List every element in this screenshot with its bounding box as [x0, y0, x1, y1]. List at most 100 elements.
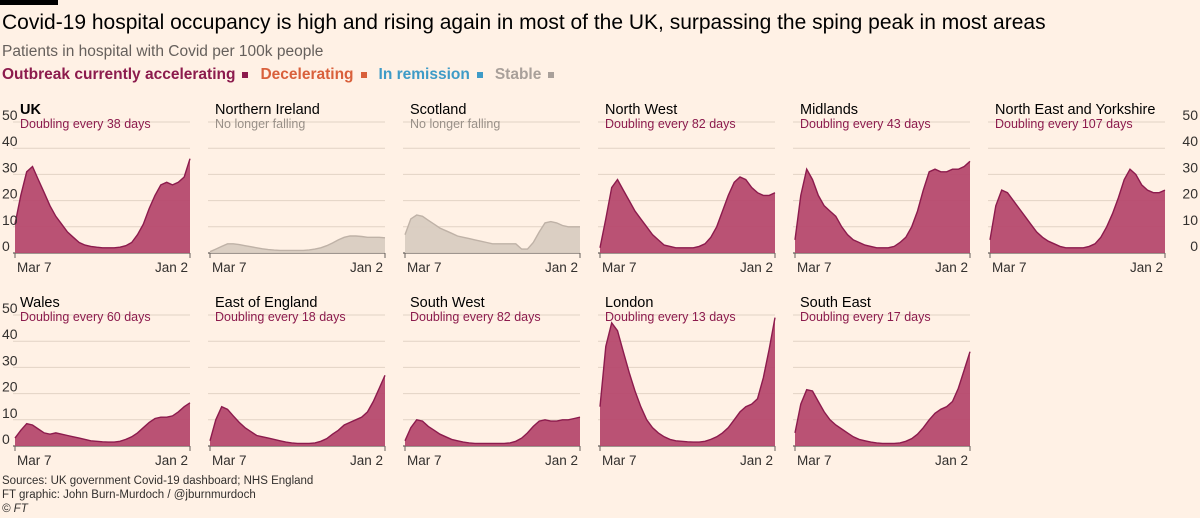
series-area [600, 177, 775, 253]
chart-title: Covid-19 hospital occupancy is high and … [2, 11, 1046, 34]
x-tick-label: Mar 7 [602, 260, 637, 275]
y-tick-label: 0 [2, 238, 10, 254]
series-line [599, 317, 776, 443]
copyright-note: © FT [2, 503, 28, 515]
legend-label: In remission [378, 66, 470, 83]
x-tick-label: Mar 7 [17, 453, 52, 468]
y-tick-label: 50 [2, 107, 18, 123]
series-area [990, 169, 1165, 253]
x-tick-label: Mar 7 [407, 453, 442, 468]
legend-label: Decelerating [260, 66, 354, 83]
x-tick-label: Mar 7 [17, 260, 52, 275]
panel-title: South East [800, 295, 871, 311]
series-area [15, 402, 190, 446]
panel-note: No longer falling [410, 117, 500, 131]
panel-title: London [605, 295, 653, 311]
x-tick-label: Mar 7 [992, 260, 1027, 275]
y-tick-label: 20 [1182, 186, 1198, 202]
legend-item-accelerating: Outbreak currently accelerating [2, 66, 249, 84]
panel-title: UK [20, 102, 41, 118]
legend-label: Stable [494, 66, 542, 83]
series-line [209, 375, 386, 445]
x-tick-label: Jan 2 [350, 453, 383, 468]
y-tick-label: 20 [2, 186, 18, 202]
ft-brand-bar [0, 0, 58, 5]
y-tick-label: 30 [1182, 159, 1198, 175]
series-area [210, 236, 385, 253]
panel-title: North East and Yorkshire [995, 102, 1155, 118]
series-area [600, 317, 775, 446]
x-tick-label: Mar 7 [797, 453, 832, 468]
panel-note: No longer falling [215, 117, 305, 131]
series-line [794, 351, 971, 445]
series-line [989, 168, 1166, 249]
panel-title: Midlands [800, 102, 858, 118]
x-tick-label: Mar 7 [797, 260, 832, 275]
panel-title: East of England [215, 295, 317, 311]
panel-title: Northern Ireland [215, 102, 320, 118]
legend-label: Outbreak currently accelerating [2, 66, 236, 83]
panel-title: Scotland [410, 102, 466, 118]
y-tick-label: 50 [1182, 107, 1198, 123]
legend: Outbreak currently accelerating Decelera… [2, 66, 566, 84]
series-area [405, 215, 580, 253]
panel-note: Doubling every 107 days [995, 117, 1133, 131]
series-line [404, 214, 580, 250]
series-line [599, 176, 776, 249]
x-tick-label: Mar 7 [212, 453, 247, 468]
legend-swatch [476, 72, 483, 78]
y-tick-label: 30 [2, 352, 18, 368]
chart-subtitle: Patients in hospital with Covid per 100k… [2, 43, 324, 60]
y-tick-label: 40 [1182, 133, 1198, 149]
x-tick-label: Jan 2 [545, 260, 578, 275]
x-tick-label: Jan 2 [155, 260, 188, 275]
series-area [795, 161, 970, 253]
source-note: Sources: UK government Covid-19 dashboar… [2, 475, 314, 487]
y-tick-label: 10 [1182, 212, 1198, 228]
panel-note: Doubling every 18 days [215, 310, 346, 324]
panel-note: Doubling every 43 days [800, 117, 931, 131]
panel-note: Doubling every 82 days [410, 310, 541, 324]
legend-item-in-remission: In remission [379, 66, 483, 84]
footer: Sources: UK government Covid-19 dashboar… [2, 474, 313, 516]
series-line [14, 402, 191, 443]
x-tick-label: Jan 2 [935, 453, 968, 468]
series-line [14, 158, 191, 249]
series-line [209, 235, 386, 253]
legend-item-stable: Stable [495, 66, 555, 84]
panel-note: Doubling every 38 days [20, 117, 151, 131]
credit-note: FT graphic: John Burn-Murdoch / @jburnmu… [2, 489, 256, 501]
x-tick-label: Jan 2 [740, 260, 773, 275]
panel-title: Wales [20, 295, 60, 311]
panel-note: Doubling every 60 days [20, 310, 151, 324]
legend-swatch [242, 72, 249, 78]
y-tick-label: 40 [2, 133, 18, 149]
y-tick-label: 40 [2, 326, 18, 342]
legend-swatch [360, 72, 367, 78]
series-area [210, 375, 385, 446]
legend-item-decelerating: Decelerating [260, 66, 367, 84]
legend-swatch [548, 72, 555, 78]
panel-title: South West [410, 295, 485, 311]
y-tick-label: 10 [2, 405, 18, 421]
series-area [15, 158, 190, 253]
y-tick-label: 10 [2, 212, 18, 228]
x-tick-label: Jan 2 [155, 453, 188, 468]
x-tick-label: Jan 2 [740, 453, 773, 468]
panel-north-east-and-yorkshire: Mar 7 Jan 2 North East and YorkshireDoubli… [988, 102, 1198, 275]
series-line [404, 416, 581, 445]
x-tick-label: Mar 7 [407, 260, 442, 275]
x-tick-label: Jan 2 [545, 453, 578, 468]
x-tick-label: Jan 2 [935, 260, 968, 275]
x-tick-label: Mar 7 [602, 453, 637, 468]
